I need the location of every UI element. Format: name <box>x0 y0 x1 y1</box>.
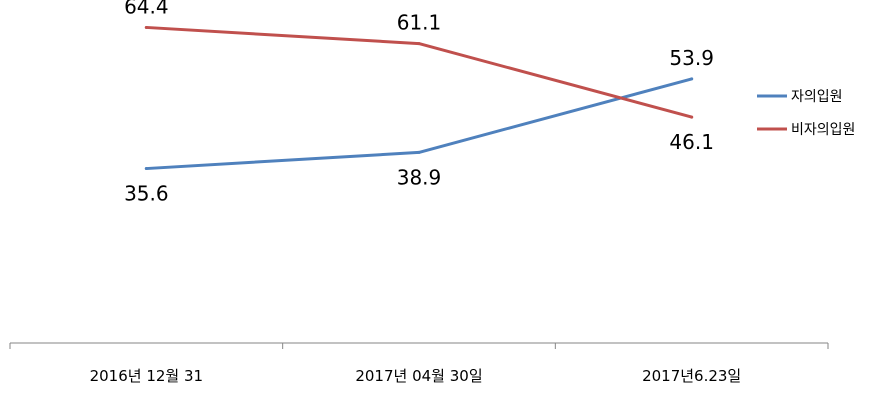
series-line-2 <box>144 25 694 119</box>
series-line-1 <box>144 77 694 171</box>
data-label: 64.4 <box>124 0 169 18</box>
legend-item-label: 비자의입원 <box>791 122 855 138</box>
data-label: 38.9 <box>397 165 442 189</box>
data-point <box>690 115 694 119</box>
data-point <box>690 77 694 81</box>
data-label: 35.6 <box>124 182 169 206</box>
plot-area <box>144 25 694 171</box>
x-tick-label: 2017년 04월 30일 <box>355 367 482 385</box>
data-labels: 35.6 38.9 53.9 64.4 61.1 46.1 <box>124 0 714 206</box>
data-point <box>144 25 148 29</box>
data-label: 46.1 <box>669 130 714 154</box>
x-tick-label: 2017년6.23일 <box>642 367 741 385</box>
x-tick-label: 2016년 12월 31 <box>90 367 203 385</box>
data-point <box>417 150 421 154</box>
data-label: 53.9 <box>669 46 714 70</box>
x-axis: 2016년 12월 31 2017년 04월 30일 2017년6.23일 <box>9 342 829 385</box>
data-point <box>417 42 421 46</box>
data-label: 61.1 <box>397 11 442 35</box>
data-point <box>144 167 148 171</box>
legend-item-label: 자의입원 <box>791 89 843 105</box>
